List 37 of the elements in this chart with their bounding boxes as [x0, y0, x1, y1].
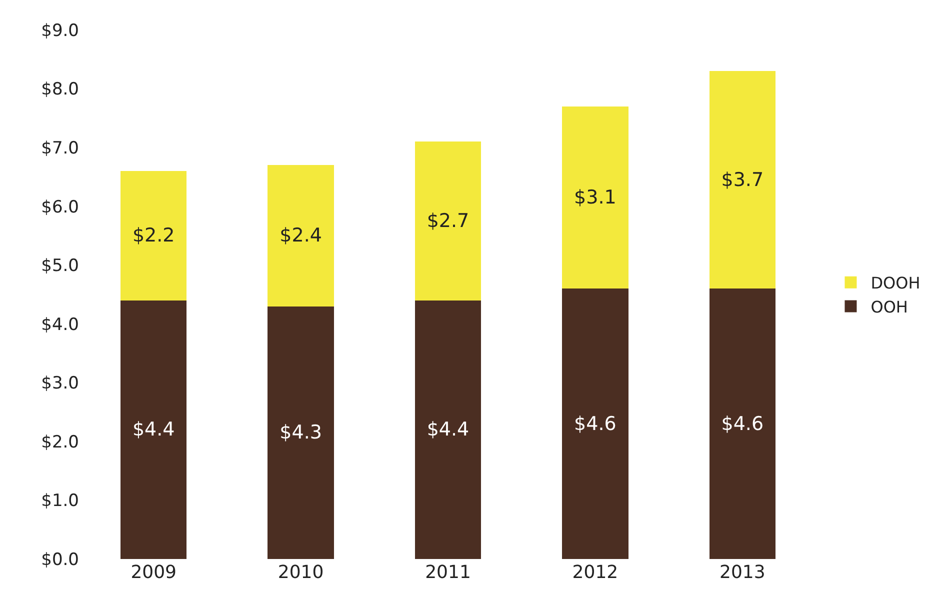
- y-tick-label: $5.0: [41, 256, 79, 276]
- bar: [268, 306, 334, 559]
- y-tick-label: $0.0: [41, 550, 79, 570]
- y-tick-label: $4.0: [41, 314, 79, 335]
- bar: [120, 300, 187, 559]
- y-tick-label: $2.0: [41, 432, 79, 452]
- x-tick-label: 2012: [572, 562, 618, 583]
- bar: [120, 171, 187, 300]
- x-tick-label: 2011: [425, 562, 471, 583]
- bar: [709, 288, 776, 559]
- y-tick-label: $7.0: [41, 138, 79, 159]
- x-tick-label: 2013: [719, 562, 766, 583]
- y-tick-label: $6.0: [41, 197, 79, 218]
- bar: [562, 288, 628, 559]
- bar: [562, 106, 628, 289]
- data-label: $4.6: [574, 412, 616, 435]
- y-tick-label: $8.0: [41, 80, 79, 100]
- data-label: $3.7: [721, 168, 764, 191]
- data-label: $2.7: [426, 210, 470, 232]
- data-label: $4.6: [721, 412, 764, 435]
- data-label: $2.4: [280, 224, 322, 247]
- y-tick-label: $1.0: [41, 491, 79, 512]
- data-label: $2.2: [132, 224, 175, 247]
- bar: [709, 71, 776, 289]
- data-label: $3.1: [574, 186, 616, 209]
- bar: [414, 300, 482, 559]
- data-label: $4.4: [426, 418, 470, 441]
- bar: [268, 165, 334, 306]
- y-tick-label: $9.0: [41, 20, 79, 41]
- bar: [414, 142, 482, 300]
- x-tick-label: 2009: [130, 562, 177, 583]
- x-tick-label: 2010: [278, 562, 324, 583]
- legend-label: OOH: [870, 297, 908, 316]
- data-label: $4.3: [280, 422, 322, 444]
- legend-label: DOOH: [870, 274, 920, 293]
- data-label: $4.4: [132, 418, 175, 441]
- y-tick-label: $3.0: [41, 374, 79, 394]
